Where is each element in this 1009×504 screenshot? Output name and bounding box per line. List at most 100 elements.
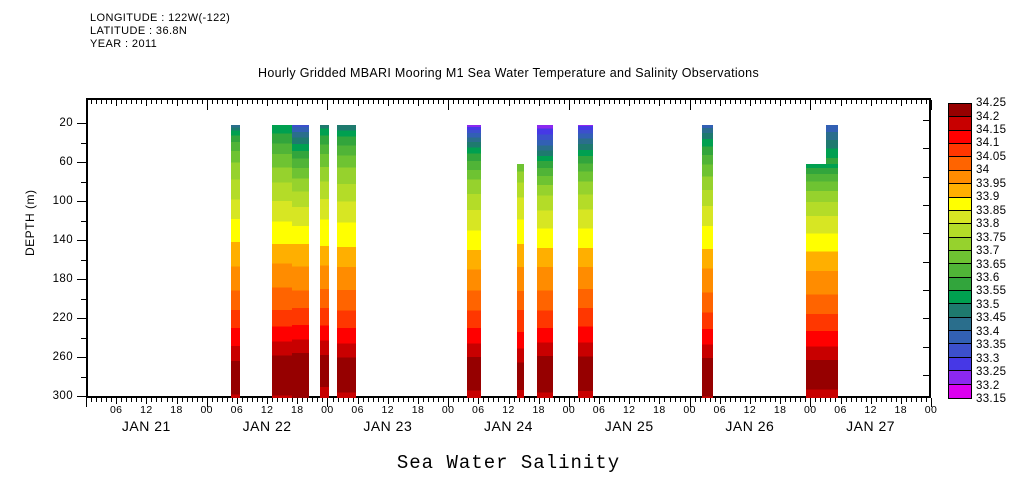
x-tick-bottom	[583, 398, 585, 402]
x-day-label: JAN 24	[484, 418, 533, 434]
x-tick-bottom	[377, 398, 379, 402]
x-tick-top	[483, 100, 485, 104]
x-tick-bottom	[478, 398, 480, 404]
colorbar-tick-label: 34.25	[976, 97, 1007, 109]
colorbar-cell	[949, 264, 971, 278]
x-tick-top	[880, 100, 882, 104]
x-tick-top	[931, 100, 932, 110]
x-tick-top	[503, 100, 505, 104]
x-tick-top	[347, 100, 349, 104]
x-tick-top	[156, 100, 158, 104]
x-tick-top	[538, 100, 540, 106]
x-tick-top	[473, 100, 475, 104]
x-tick-bottom	[649, 398, 651, 402]
x-tick-top	[241, 100, 243, 104]
colorbar-tick-label: 33.35	[976, 339, 1007, 352]
colorbar-tick-label: 33.65	[976, 258, 1007, 271]
data-column-jan23-02-05	[337, 125, 356, 398]
x-tick-bottom	[634, 398, 636, 402]
x-tick-bottom	[915, 398, 917, 402]
x-tick-bottom	[855, 398, 857, 402]
x-tick-bottom	[201, 398, 203, 402]
x-tick-bottom	[639, 398, 641, 402]
x-tick-top	[649, 100, 651, 104]
chart-variable-label: Sea Water Salinity	[396, 452, 621, 474]
x-tick-bottom	[277, 398, 279, 402]
x-tick-bottom	[800, 398, 802, 402]
x-tick-bottom	[327, 398, 329, 407]
x-tick-bottom	[96, 398, 98, 402]
x-tick-top	[96, 100, 98, 104]
x-day-label: JAN 27	[846, 418, 896, 434]
x-tick-top	[493, 100, 495, 104]
x-tick-top	[126, 100, 128, 104]
y-tick-left	[81, 142, 86, 144]
x-tick-bottom	[412, 398, 414, 402]
colorbar-cell	[949, 250, 971, 265]
colorbar-tick-label: 33.85	[976, 204, 1007, 217]
x-tick-bottom	[860, 398, 862, 402]
x-hour-label: 06	[230, 404, 244, 416]
x-tick-top	[780, 100, 782, 106]
x-tick-top	[297, 100, 299, 106]
x-tick-bottom	[428, 398, 429, 402]
x-tick-bottom	[780, 398, 782, 404]
x-hour-label: 06	[472, 404, 485, 416]
x-tick-top	[463, 100, 465, 104]
data-column-jan22-13-17	[272, 125, 293, 398]
x-tick-bottom	[166, 398, 168, 402]
x-tick-bottom	[538, 398, 540, 404]
x-tick-bottom	[765, 398, 766, 402]
x-tick-top	[644, 100, 646, 104]
x-tick-bottom	[458, 398, 460, 402]
x-tick-top	[744, 100, 746, 104]
x-tick-top	[830, 100, 832, 104]
header-year: YEAR : 2011	[90, 38, 158, 50]
x-hour-label: 12	[743, 404, 757, 416]
x-tick-top	[111, 100, 113, 104]
x-tick-top	[443, 100, 445, 104]
colorbar-tick-label: 33.75	[976, 231, 1007, 244]
x-tick-bottom	[770, 398, 771, 402]
x-tick-bottom	[528, 398, 530, 402]
colorbar-tick-label: 33.6	[976, 271, 1000, 284]
x-tick-bottom	[317, 398, 319, 402]
x-tick-top	[226, 100, 228, 104]
x-tick-top	[312, 100, 314, 104]
x-tick-bottom	[282, 398, 284, 402]
x-tick-top	[382, 100, 384, 104]
x-tick-bottom	[272, 398, 274, 402]
x-tick-top	[739, 100, 741, 104]
x-tick-top	[448, 100, 450, 110]
x-tick-bottom	[111, 398, 113, 402]
x-tick-bottom	[689, 398, 691, 407]
x-tick-top	[659, 100, 661, 106]
data-column-jan27-03-06-deep	[806, 164, 839, 398]
x-tick-top	[272, 100, 274, 104]
plot-area	[86, 98, 931, 398]
x-tick-bottom	[845, 398, 847, 402]
colorbar-cell	[949, 317, 971, 332]
x-tick-bottom	[694, 398, 696, 402]
x-tick-top	[257, 100, 258, 104]
x-tick-bottom	[473, 398, 475, 402]
x-tick-bottom	[619, 398, 621, 402]
y-tick-left	[81, 337, 86, 339]
x-tick-top	[407, 100, 409, 104]
x-tick-top	[468, 100, 470, 104]
x-tick-bottom	[508, 398, 510, 404]
x-tick-bottom	[216, 398, 218, 402]
x-hour-label: 18	[773, 404, 787, 416]
x-tick-top	[800, 100, 802, 104]
x-tick-bottom	[644, 398, 646, 402]
x-tick-bottom	[624, 398, 626, 402]
x-tick-bottom	[533, 398, 535, 402]
x-tick-bottom	[654, 398, 656, 402]
colorbar-cell	[949, 197, 971, 211]
x-tick-bottom	[760, 398, 761, 402]
x-tick-top	[116, 100, 118, 106]
x-tick-top	[820, 100, 822, 104]
x-tick-bottom	[267, 398, 269, 404]
x-tick-bottom	[714, 398, 716, 402]
data-column-jan24-18-20	[537, 125, 553, 398]
